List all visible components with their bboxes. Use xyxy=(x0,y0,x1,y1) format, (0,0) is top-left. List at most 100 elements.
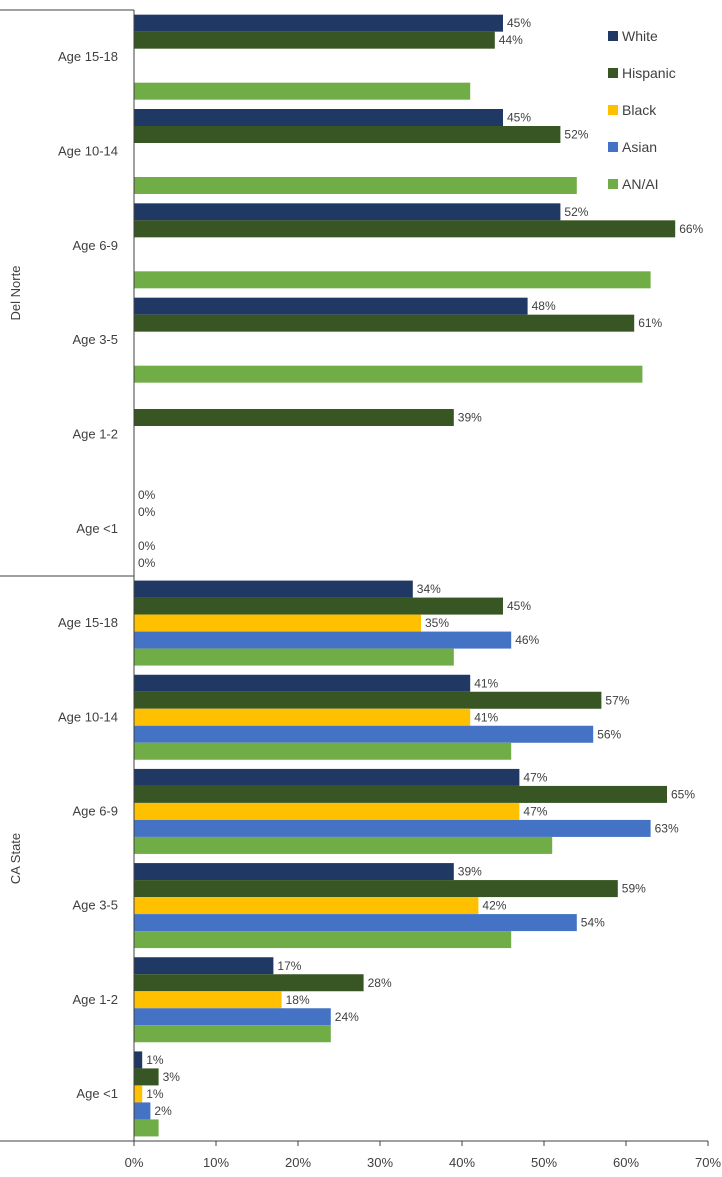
data-label: 63% xyxy=(655,821,679,835)
category-label: Age 6-9 xyxy=(72,803,118,818)
data-label: 45% xyxy=(507,599,531,613)
legend-label: Asian xyxy=(622,139,657,155)
legend-swatch-hispanic xyxy=(608,68,618,78)
bar-anai xyxy=(134,742,512,760)
legend-label: AN/AI xyxy=(622,176,659,192)
bar-anai xyxy=(134,931,512,949)
group-labels: Del Norte CA State xyxy=(8,266,23,885)
bar-hispanic xyxy=(134,974,364,992)
bar-hispanic xyxy=(134,314,635,332)
bar-white xyxy=(134,1051,143,1069)
category-label: Age <1 xyxy=(76,1086,118,1101)
category-label: Age <1 xyxy=(76,521,118,536)
data-label: 39% xyxy=(458,411,482,425)
bar-white xyxy=(134,109,503,126)
data-label: 66% xyxy=(679,222,703,236)
category-label: Age 10-14 xyxy=(58,709,118,724)
bar-hispanic xyxy=(134,220,676,238)
bar-anai xyxy=(134,271,651,289)
data-label: 56% xyxy=(597,727,621,741)
bar-hispanic xyxy=(134,880,618,898)
data-label: 0% xyxy=(138,539,156,553)
bar-anai xyxy=(134,836,553,854)
legend-label: White xyxy=(622,28,658,44)
bar-hispanic xyxy=(134,1068,159,1086)
data-label: 34% xyxy=(417,582,441,596)
bar-black xyxy=(134,708,471,726)
bar-hispanic xyxy=(134,785,667,803)
data-label: 57% xyxy=(605,693,629,707)
data-label: 28% xyxy=(368,976,392,990)
category-label: Age 1-2 xyxy=(72,427,118,442)
data-label: 41% xyxy=(474,710,498,724)
category-labels: Age 15-18 Age 10-14 Age 6-9 Age 3-5 Age 1-2 A… xyxy=(58,49,118,1101)
x-tick-label: 10% xyxy=(203,1155,229,1170)
x-axis-ticks: 0% 10% 20% 30% 40% 50% 60% 70% xyxy=(125,1141,721,1170)
data-label: 24% xyxy=(335,1010,359,1024)
data-label: 54% xyxy=(581,916,605,930)
bar-hispanic xyxy=(134,691,602,709)
bar-black xyxy=(134,614,421,632)
bar-asian xyxy=(134,1102,151,1120)
data-label: 1% xyxy=(146,1053,164,1067)
data-label: 52% xyxy=(564,205,588,219)
x-tick-label: 0% xyxy=(125,1155,144,1170)
data-label: 61% xyxy=(638,316,662,330)
bar-asian xyxy=(134,914,577,932)
data-label: 18% xyxy=(286,993,310,1007)
data-label: 3% xyxy=(163,1070,181,1084)
data-label: 0% xyxy=(138,556,156,570)
data-label: 42% xyxy=(482,899,506,913)
bar-asian xyxy=(134,819,651,837)
category-label: Age 1-2 xyxy=(72,992,118,1007)
bar-black xyxy=(134,991,282,1009)
data-label: 44% xyxy=(499,33,523,47)
bar-hispanic xyxy=(134,126,561,143)
x-tick-label: 50% xyxy=(531,1155,557,1170)
category-label: Age 15-18 xyxy=(58,615,118,630)
legend: White Hispanic Black Asian AN/AI xyxy=(608,28,676,192)
bar-anai xyxy=(134,648,454,666)
plot-area xyxy=(134,14,676,1137)
bar-white xyxy=(134,14,503,32)
bar-anai xyxy=(134,1025,331,1043)
data-label: 35% xyxy=(425,616,449,630)
data-label: 0% xyxy=(138,505,156,519)
data-label: 47% xyxy=(523,804,547,818)
legend-swatch-asian xyxy=(608,142,618,152)
group-label-1: CA State xyxy=(8,833,23,884)
legend-swatch-black xyxy=(608,105,618,115)
bar-hispanic xyxy=(134,597,503,615)
data-label: 46% xyxy=(515,633,539,647)
data-label: 41% xyxy=(474,676,498,690)
category-label: Age 15-18 xyxy=(58,49,118,64)
data-label: 48% xyxy=(532,299,556,313)
category-label: Age 10-14 xyxy=(58,144,118,159)
bar-anai xyxy=(134,177,577,194)
data-label: 39% xyxy=(458,865,482,879)
bar-white xyxy=(134,674,471,692)
x-tick-label: 70% xyxy=(695,1155,721,1170)
data-label: 17% xyxy=(277,959,301,973)
data-label: 2% xyxy=(154,1104,172,1118)
bar-anai xyxy=(134,1119,159,1137)
x-tick-label: 60% xyxy=(613,1155,639,1170)
bar-white xyxy=(134,297,528,315)
legend-label: Hispanic xyxy=(622,65,676,81)
bar-asian xyxy=(134,631,512,649)
legend-swatch-white xyxy=(608,31,618,41)
bar-anai xyxy=(134,365,643,383)
data-label: 52% xyxy=(564,128,588,142)
legend-swatch-anai xyxy=(608,179,618,189)
data-label: 45% xyxy=(507,111,531,125)
bar-asian xyxy=(134,725,594,743)
bar-black xyxy=(134,897,479,915)
legend-label: Black xyxy=(622,102,657,118)
data-label: 45% xyxy=(507,16,531,30)
x-tick-label: 20% xyxy=(285,1155,311,1170)
axes xyxy=(0,9,708,1142)
bar-black xyxy=(134,1085,143,1103)
group-label-0: Del Norte xyxy=(8,266,23,321)
bar-black xyxy=(134,802,520,820)
